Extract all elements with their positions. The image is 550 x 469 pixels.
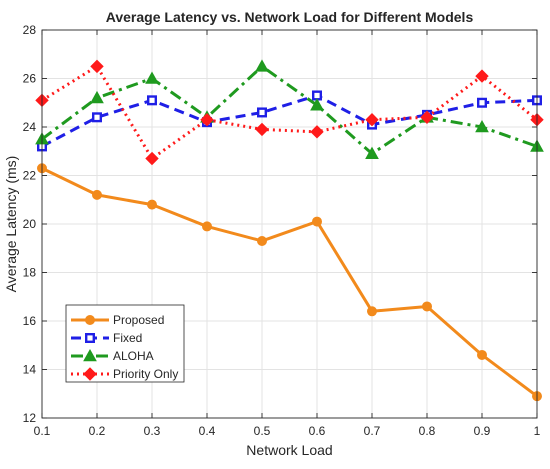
- y-tick-label: 22: [23, 169, 37, 183]
- data-point: [145, 71, 159, 84]
- data-point: [477, 97, 488, 108]
- x-axis-label: Network Load: [246, 442, 332, 458]
- data-point: [92, 189, 102, 200]
- x-tick-label: 0.2: [89, 424, 106, 438]
- series-line: [41, 93, 538, 148]
- legend-marker: [83, 348, 97, 362]
- y-tick-label: 24: [23, 120, 37, 134]
- legend-marker: [83, 367, 97, 381]
- x-tick-label: 0.8: [419, 424, 436, 438]
- legend-label: Fixed: [113, 331, 142, 345]
- data-point: [422, 301, 432, 312]
- series-proposed: [37, 163, 542, 402]
- data-point: [310, 125, 324, 139]
- legend-marker: [85, 315, 95, 325]
- x-tick-label: 0.5: [254, 424, 271, 438]
- y-tick-label: 14: [23, 363, 37, 377]
- data-point: [477, 349, 487, 360]
- data-point: [475, 119, 489, 133]
- series-priority-only: [35, 59, 544, 166]
- data-point: [200, 113, 214, 127]
- y-tick-label: 18: [23, 266, 37, 280]
- series-layer: [35, 59, 544, 402]
- legend: Proposed Fixed ALOHA Priority Only: [65, 304, 185, 383]
- y-axis-label: Average Latency (ms): [3, 156, 19, 293]
- chart-title: Average Latency vs. Network Load for Dif…: [106, 9, 474, 25]
- x-tick-label: 0.9: [474, 424, 491, 438]
- y-tick-label: 20: [23, 217, 37, 231]
- x-tick-label: 0.6: [309, 424, 326, 438]
- data-point: [312, 216, 322, 227]
- legend-label: Priority Only: [113, 367, 178, 381]
- y-tick-label: 26: [23, 72, 37, 86]
- data-point: [475, 69, 489, 83]
- x-tick-label: 0.1: [34, 424, 51, 438]
- data-point: [91, 112, 102, 123]
- y-tick-label: 28: [23, 23, 37, 37]
- x-tick-label: 0.7: [364, 424, 381, 438]
- data-point: [146, 95, 157, 106]
- x-tick-label: 0.4: [199, 424, 216, 438]
- series-line: [41, 64, 538, 156]
- data-point: [365, 146, 379, 159]
- data-point: [257, 107, 268, 118]
- legend-marker: [84, 333, 95, 344]
- data-point: [147, 199, 157, 210]
- data-point: [90, 90, 104, 104]
- legend-items: Proposed Fixed ALOHA Priority Only: [71, 313, 178, 381]
- data-point: [90, 59, 104, 74]
- x-tick-label: 1: [534, 424, 541, 438]
- ticks: 0.1 0.2 0.3 0.4 0.5 0.6 0.7 0.8 0.9 1 12 14 16 18 20 22…: [23, 23, 541, 438]
- data-point: [420, 110, 434, 125]
- legend-label: Proposed: [113, 313, 164, 327]
- data-point: [310, 98, 324, 111]
- series-line: [41, 166, 538, 398]
- data-point: [367, 306, 377, 317]
- data-point: [255, 59, 269, 72]
- data-point: [255, 122, 269, 137]
- data-point: [365, 113, 379, 127]
- data-point: [145, 151, 159, 166]
- legend-label: ALOHA: [113, 349, 154, 363]
- data-point: [202, 221, 212, 232]
- y-tick-label: 12: [23, 411, 37, 425]
- y-tick-label: 16: [23, 314, 37, 328]
- data-point: [257, 235, 267, 246]
- data-point: [312, 90, 323, 101]
- x-tick-label: 0.3: [144, 424, 161, 438]
